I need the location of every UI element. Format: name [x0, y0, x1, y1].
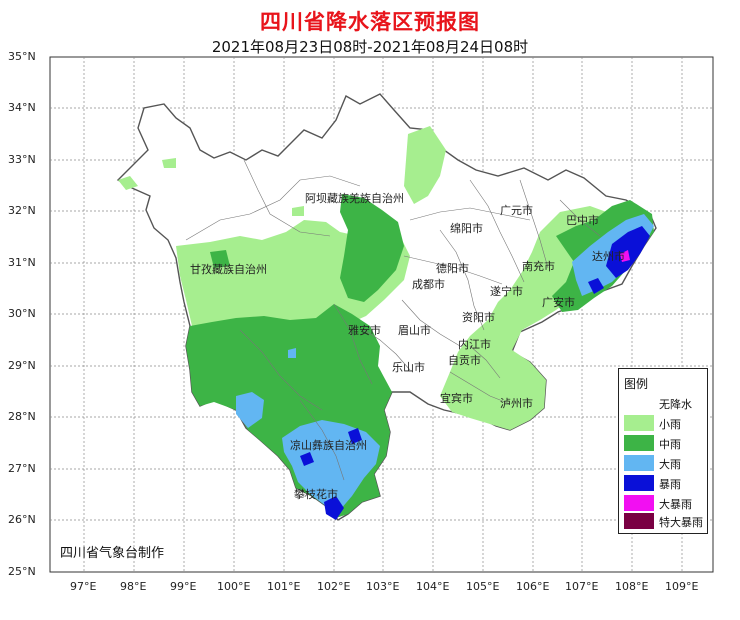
legend-label: 大雨 [659, 458, 681, 471]
place-label-meishan: 眉山市 [398, 324, 431, 337]
lat-label: 25°N [8, 565, 36, 578]
lon-label: 105°E [466, 580, 500, 593]
admin-boundaries [185, 159, 601, 481]
place-label-panzhihua: 攀枝花市 [294, 488, 338, 501]
legend-swatch [624, 415, 654, 431]
lon-label: 102°E [317, 580, 351, 593]
legend-label: 暴雨 [659, 478, 681, 491]
lon-label: 100°E [217, 580, 251, 593]
legend-item-no-rain: 无降水 [624, 395, 704, 413]
legend-label: 小雨 [659, 418, 681, 431]
legend-swatch [624, 435, 654, 451]
legend-item-moderate-rain: 中雨 [624, 435, 704, 453]
lon-label: 104°E [416, 580, 450, 593]
legend-label: 特大暴雨 [659, 516, 703, 529]
heavy-rainstorm-areas [620, 250, 630, 262]
legend-label: 无降水 [659, 398, 692, 411]
lat-label: 29°N [8, 359, 36, 372]
legend-swatch [624, 475, 654, 491]
lat-label: 28°N [8, 410, 36, 423]
place-label-ganzi: 甘孜藏族自治州 [190, 263, 267, 276]
lon-label: 108°E [615, 580, 649, 593]
lon-label: 99°E [170, 580, 197, 593]
legend: 图例 无降水 小雨 中雨 大雨 暴雨 大暴雨 特大暴雨 [618, 368, 708, 534]
lat-label: 35°N [8, 50, 36, 63]
credit-text: 四川省气象台制作 [60, 546, 165, 561]
legend-item-heavy-rain: 大雨 [624, 455, 704, 473]
legend-swatch [624, 395, 654, 411]
place-label-guangyuan: 广元市 [500, 204, 533, 217]
place-label-mianyang: 绵阳市 [450, 222, 483, 235]
lon-label: 101°E [267, 580, 301, 593]
place-label-leshan: 乐山市 [392, 361, 425, 374]
place-label-luzhou: 泸州市 [500, 397, 533, 410]
lat-label: 26°N [8, 513, 36, 526]
place-label-chengdu: 成都市 [412, 278, 445, 291]
legend-swatch [624, 513, 654, 529]
lon-label: 109°E [665, 580, 699, 593]
place-label-nanchong: 南充市 [522, 260, 555, 273]
lat-label: 34°N [8, 101, 36, 114]
place-label-deyang: 德阳市 [436, 262, 469, 275]
lat-label: 32°N [8, 204, 36, 217]
legend-swatch [624, 455, 654, 471]
place-label-guangan: 广安市 [542, 296, 575, 309]
lon-label: 97°E [70, 580, 97, 593]
legend-item-extreme-rainstorm: 特大暴雨 [624, 513, 704, 531]
legend-title: 图例 [624, 377, 649, 391]
lon-label: 98°E [120, 580, 147, 593]
place-label-neijiang: 内江市 [458, 338, 491, 351]
legend-label: 中雨 [659, 438, 681, 451]
map-title: 四川省降水落区预报图 [260, 10, 480, 34]
legend-swatch [624, 495, 654, 511]
place-label-yibin: 宜宾市 [440, 392, 473, 405]
lon-label: 103°E [366, 580, 400, 593]
lat-label: 30°N [8, 307, 36, 320]
place-label-aba: 阿坝藏族羌族自治州 [305, 192, 404, 205]
lon-label: 106°E [516, 580, 550, 593]
forecast-period: 2021年08月23日08时-2021年08月24日08时 [211, 38, 529, 56]
place-label-ziyang: 资阳市 [462, 311, 495, 324]
lon-label: 107°E [565, 580, 599, 593]
legend-item-light-rain: 小雨 [624, 415, 704, 433]
lat-label: 33°N [8, 153, 36, 166]
place-label-suining: 遂宁市 [490, 285, 523, 298]
place-label-dazhou: 达州市 [592, 250, 625, 263]
place-label-zigong: 自贡市 [448, 354, 481, 367]
legend-item-rainstorm: 暴雨 [624, 475, 704, 493]
lat-label: 31°N [8, 256, 36, 269]
place-label-yaan: 雅安市 [348, 324, 381, 337]
legend-label: 大暴雨 [659, 498, 692, 511]
lat-label: 27°N [8, 462, 36, 475]
legend-item-heavy-rainstorm: 大暴雨 [624, 495, 704, 513]
place-label-liangshan: 凉山彝族自治州 [290, 439, 367, 452]
place-label-bazhong: 巴中市 [566, 214, 599, 227]
